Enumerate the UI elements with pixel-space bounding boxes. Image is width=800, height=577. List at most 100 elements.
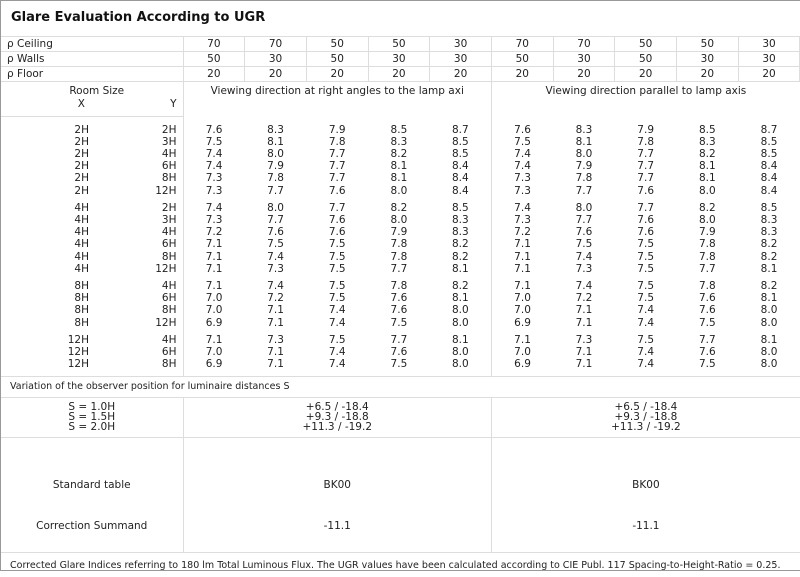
- ugr-value-right-angles: 8.2: [429, 250, 492, 263]
- ugr-row: 4H 4H 7.2 7.6 7.6 7.9 8.3 7.2 7.6 7.6 7.9 8.3: [1, 226, 800, 239]
- ugr-value-parallel: 8.3: [575, 123, 593, 136]
- room-size-cell: 2H 2H: [1, 123, 184, 136]
- ugr-value-parallel: 7.1: [575, 304, 593, 317]
- ugr-row: 2H 6H 7.4 7.9 7.7 8.1 8.4 7.4 7.9 7.7 8.1 8.4: [1, 160, 800, 173]
- ugr-value-right-angles: 7.9: [390, 226, 408, 239]
- ugr-value-parallel: 7.0: [514, 345, 531, 358]
- room-size-cell: 12H 4H: [1, 333, 184, 346]
- ugr-row: 2H 2H 7.6 8.3 7.9 8.5 8.7 7.6 8.3 7.9 8.5 8.7: [1, 123, 800, 136]
- footer-note: Corrected Glare Indices referring to 180…: [1, 551, 800, 577]
- ugr-value-parallel: 8.1: [698, 172, 716, 185]
- ugr-value-right-angles: 7.5: [390, 316, 408, 329]
- spacer-row: [1, 274, 800, 280]
- room-size-cell: 8H 8H: [1, 304, 184, 317]
- ugr-value-parallel: 7.6: [637, 184, 654, 197]
- room-y: 2H: [161, 123, 177, 136]
- reflectance-value: 20: [368, 66, 431, 82]
- ugr-value-parallel: 7.8: [698, 250, 716, 263]
- ugr-value-parallel: 7.4: [514, 201, 531, 214]
- reflectance-value: 70: [553, 36, 616, 52]
- room-y: 12H: [155, 184, 177, 197]
- correction-summand-row: Correction Summand -11.1 -11.1: [1, 500, 800, 553]
- reflectance-value: 30: [429, 51, 492, 67]
- room-x: 8H: [74, 316, 89, 329]
- ugr-value-right-angles: 7.6: [328, 184, 346, 197]
- ugr-row: 4H 8H 7.1 7.4 7.5 7.8 8.2 7.1 7.4 7.5 7.8 8.2: [1, 250, 800, 263]
- reflectance-row: ρ Walls 50 30 50 30 30 50 30 50 30 30: [1, 51, 800, 67]
- ugr-value-right-angles: 8.7: [429, 123, 492, 136]
- room-x: 12H: [67, 358, 89, 371]
- ugr-value-right-angles: 8.0: [267, 147, 284, 160]
- room-x: 8H: [74, 292, 89, 305]
- ugr-value-right-angles: 7.2: [267, 292, 284, 305]
- room-x: 4H: [74, 201, 89, 214]
- ugr-value-parallel: 7.4: [637, 345, 654, 358]
- ugr-value-parallel: 7.4: [575, 279, 593, 292]
- ugr-value-right-angles: 7.1: [205, 238, 223, 251]
- spacer: [1, 328, 184, 334]
- spacer-row: [1, 328, 800, 334]
- ugr-value-right-angles: 8.2: [390, 147, 408, 160]
- ugr-value-parallel: 8.7: [760, 123, 778, 136]
- room-size-cell: 8H 6H: [1, 292, 184, 305]
- ugr-value-right-angles: 7.3: [205, 172, 223, 185]
- room-x: 12H: [67, 333, 89, 346]
- reflectance-value: 70: [244, 36, 307, 52]
- ugr-value-right-angles: 8.2: [390, 201, 408, 214]
- footer-row: Corrected Glare Indices referring to 180…: [1, 551, 800, 577]
- standard-table-row: Standard table BK00 BK00: [1, 437, 800, 501]
- ugr-value-right-angles: 8.3: [267, 123, 284, 136]
- room-y: 6H: [161, 238, 177, 251]
- reflectance-value: 50: [183, 51, 246, 67]
- ugr-value-parallel: 7.5: [514, 135, 531, 148]
- room-size-cell: 2H 4H: [1, 147, 184, 161]
- room-y: 8H: [161, 304, 177, 317]
- correction-summand-right-angles: -11.1: [183, 500, 492, 553]
- ugr-value-right-angles: 7.4: [267, 250, 284, 263]
- parallel-header: Viewing direction parallel to lamp axis: [491, 81, 800, 117]
- ugr-row: 2H 12H 7.3 7.7 7.6 8.0 8.4 7.3 7.7 7.6 8.0 8.4: [1, 184, 800, 197]
- variation-value: +6.5 / -18.4: [614, 401, 678, 414]
- reflectance-label: ρ Floor: [1, 66, 184, 82]
- room-size-header-cell: Room Size X Y: [1, 81, 184, 117]
- ugr-value-right-angles: 7.6: [390, 345, 408, 358]
- ugr-value-right-angles: 7.7: [390, 262, 408, 275]
- ugr-value-parallel: 7.4: [575, 250, 593, 263]
- ugr-value-right-angles: 7.5: [328, 238, 346, 251]
- reflectance-value: 30: [676, 51, 739, 67]
- ugr-value-parallel: 7.1: [514, 250, 531, 263]
- ugr-value-right-angles: 7.8: [390, 250, 408, 263]
- ugr-value-parallel: 6.9: [514, 358, 531, 371]
- ugr-value-right-angles: 7.5: [328, 292, 346, 305]
- ugr-value-parallel: 7.4: [637, 316, 654, 329]
- room-x: 4H: [74, 226, 89, 239]
- ugr-value-parallel: 8.4: [760, 184, 778, 197]
- ugr-value-parallel: 7.6: [514, 123, 531, 136]
- ugr-value-right-angles: 8.4: [429, 184, 492, 197]
- variation-value: S = 1.5H: [68, 411, 116, 424]
- ugr-value-parallel: 7.9: [698, 226, 716, 239]
- ugr-value-parallel: 7.0: [514, 304, 531, 317]
- room-y: 3H: [161, 135, 177, 148]
- room-x: 2H: [74, 160, 89, 173]
- ugr-value-parallel: 7.5: [575, 238, 593, 251]
- ugr-value-right-angles: 8.4: [429, 160, 492, 173]
- ugr-value-parallel: 7.4: [637, 358, 654, 371]
- ugr-value-parallel: 7.3: [514, 184, 531, 197]
- room-x: 2H: [74, 147, 89, 160]
- ugr-value-right-angles: 7.3: [205, 184, 223, 197]
- ugr-value-right-angles: 7.6: [390, 292, 408, 305]
- ugr-value-parallel: 7.5: [637, 238, 654, 251]
- reflectance-row: ρ Ceiling 70 70 50 50 30 70 70 50 50 30: [1, 36, 800, 52]
- ugr-value-parallel: 8.0: [575, 201, 593, 214]
- room-x: 8H: [74, 279, 89, 292]
- reflectance-value: 30: [244, 51, 307, 67]
- reflectance-value: 20: [614, 66, 677, 82]
- room-x: 2H: [74, 135, 89, 148]
- reflectance-label: ρ Ceiling: [1, 36, 184, 52]
- ugr-value-parallel: 7.6: [637, 226, 654, 239]
- room-y: 8H: [161, 358, 177, 371]
- ugr-row: 4H 2H 7.4 8.0 7.7 8.2 8.5 7.4 8.0 7.7 8.2 8.5: [1, 201, 800, 214]
- ugr-value-parallel: 7.2: [514, 226, 531, 239]
- variation-label: Variation of the observer position for l…: [1, 375, 800, 398]
